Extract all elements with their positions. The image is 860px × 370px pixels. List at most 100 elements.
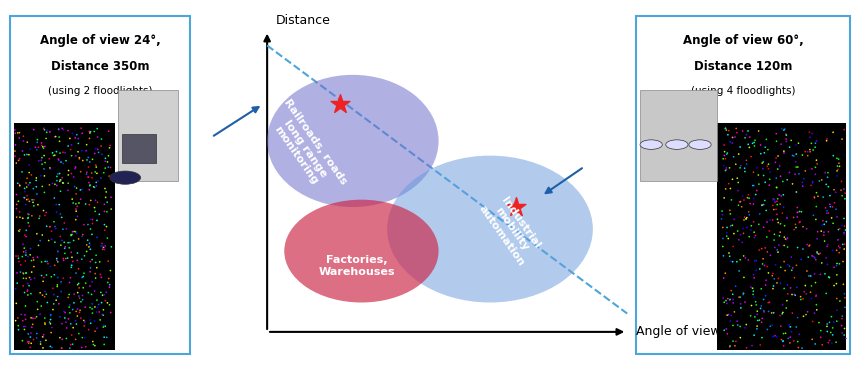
Point [750,311,764,317]
Point [57,275,71,281]
Point [757,308,771,314]
Point [18,189,32,195]
Circle shape [110,171,140,184]
Point [790,209,804,215]
Point [103,142,117,148]
Point [790,189,804,195]
Point [9,201,23,207]
Point [9,160,23,166]
Point [747,139,761,145]
Point [750,326,764,332]
Point [65,307,79,313]
Point [757,172,771,178]
Point [716,235,730,241]
Point [759,137,773,142]
Point [56,226,70,232]
Point [95,143,108,149]
Point [838,336,852,342]
Point [728,343,742,349]
Point [832,226,845,232]
Point [833,245,847,251]
Point [724,258,738,264]
Point [838,291,851,297]
Point [46,150,59,156]
Point [796,345,809,351]
Point [83,130,97,136]
Point [47,301,61,307]
Point [723,318,737,324]
Point [727,135,740,141]
Point [30,191,44,197]
Point [765,310,778,316]
Point [722,236,735,242]
Point [741,141,755,147]
Point [717,299,731,305]
Point [25,213,39,219]
Point [87,342,101,347]
Point [21,215,34,221]
Point [36,144,50,150]
Point [836,241,850,247]
Point [54,289,68,295]
Point [22,169,36,175]
Point [83,128,96,134]
Point [42,238,56,243]
Point [826,153,840,159]
Point [85,306,99,312]
Point [739,255,752,261]
Point [65,196,79,202]
Point [71,149,85,155]
Point [21,211,34,217]
Point [88,128,101,134]
Point [752,317,766,323]
Point [721,132,734,138]
Point [745,303,759,309]
Point [18,195,32,201]
Point [767,310,781,316]
Point [772,242,786,248]
Point [791,315,805,321]
Point [80,169,94,175]
Point [739,216,752,222]
Point [721,150,734,156]
Point [90,126,104,132]
Point [830,281,844,287]
Point [98,185,112,191]
Point [736,128,750,134]
Point [757,159,771,165]
Point [38,320,52,326]
Point [716,212,729,218]
Point [759,282,772,288]
Point [760,219,774,225]
Point [67,291,81,297]
Point [727,154,740,160]
Point [811,193,825,199]
Point [783,334,797,340]
Point [40,130,53,135]
Point [771,153,785,159]
Point [759,245,772,251]
Point [726,323,740,329]
Point [734,294,747,300]
Point [9,300,23,306]
Point [24,340,38,346]
Point [89,179,103,185]
Point [738,169,752,175]
Point [30,314,44,320]
Point [76,275,89,280]
Point [823,193,837,199]
Point [734,335,747,341]
Point [838,305,852,310]
Point [721,296,734,302]
Point [807,212,820,218]
Point [76,130,89,136]
Point [764,323,777,329]
Point [838,227,852,233]
Point [781,291,795,297]
Point [45,344,58,350]
Point [774,280,788,286]
Point [809,293,823,299]
Point [724,313,738,319]
Point [34,273,48,279]
Point [720,225,734,231]
